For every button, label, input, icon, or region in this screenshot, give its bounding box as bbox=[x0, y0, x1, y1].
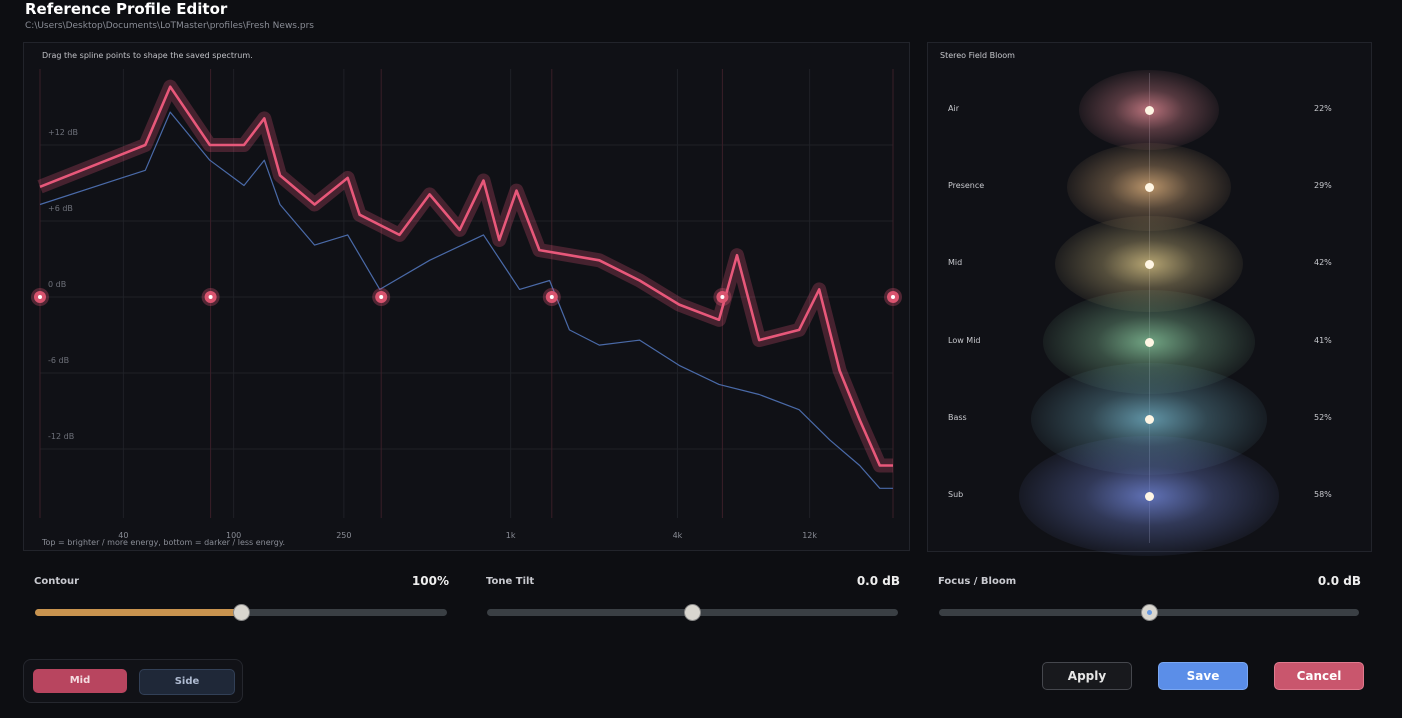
x-tick-label: 12k bbox=[802, 531, 817, 540]
x-tick-label: 4k bbox=[673, 531, 683, 540]
bloom-title: Stereo Field Bloom bbox=[940, 51, 1015, 60]
y-tick-label: 0 dB bbox=[48, 280, 66, 289]
window-title: Reference Profile Editor bbox=[25, 0, 228, 18]
apply-button[interactable]: Apply bbox=[1042, 662, 1132, 690]
x-tick-label: 40 bbox=[118, 531, 128, 540]
spline-point-dot bbox=[379, 295, 384, 299]
spectrum-editor[interactable]: Drag the spline points to shape the save… bbox=[0, 0, 920, 560]
cancel-button[interactable]: Cancel bbox=[1274, 662, 1364, 690]
spline-point[interactable] bbox=[542, 288, 561, 306]
bloom-center bbox=[1145, 183, 1154, 193]
spline-point[interactable] bbox=[201, 288, 220, 306]
bloom-band-label: Bass bbox=[948, 412, 967, 422]
spectrum-caption: Top = brighter / more energy, bottom = d… bbox=[41, 538, 285, 547]
slider-value: 0.0 dB bbox=[1317, 574, 1361, 588]
spline-point[interactable] bbox=[372, 288, 391, 306]
side-curve bbox=[39, 111, 893, 489]
bloom-band-value: 22% bbox=[1314, 104, 1332, 113]
bloom-band-label: Presence bbox=[948, 181, 985, 191]
spline-point-dot bbox=[549, 295, 554, 299]
save-button[interactable]: Save bbox=[1158, 662, 1248, 690]
bloom-band-label: Air bbox=[948, 104, 959, 113]
bloom-center bbox=[1145, 260, 1154, 270]
bloom-band-label: Mid bbox=[948, 258, 963, 268]
bloom-center bbox=[1145, 414, 1154, 424]
bloom-band-label: Low Mid bbox=[948, 335, 981, 345]
bloom-band-value: 29% bbox=[1314, 181, 1332, 191]
y-tick-label: +12 dB bbox=[48, 128, 78, 137]
bloom-band-value: 58% bbox=[1314, 490, 1332, 499]
bloom-center bbox=[1145, 106, 1154, 115]
spline-point[interactable] bbox=[884, 288, 902, 306]
bloom-band-value: 42% bbox=[1314, 258, 1332, 268]
y-tick-label: -6 dB bbox=[48, 356, 69, 365]
mode-toggle: Mid Side bbox=[23, 659, 243, 703]
bloom-panel: Stereo Field Bloom Air 22% Presence 29% Mid 4… bbox=[927, 42, 1372, 556]
bloom-band-label: Sub bbox=[948, 490, 964, 499]
spline-point-dot bbox=[38, 295, 42, 299]
slider-fill bbox=[35, 609, 241, 616]
bloom-band-value: 52% bbox=[1314, 412, 1332, 422]
x-tick-label: 1k bbox=[506, 531, 516, 540]
slider-label: Tone Tilt bbox=[486, 576, 535, 587]
spline-point-dot bbox=[891, 295, 895, 299]
bloom-center bbox=[1145, 337, 1154, 347]
x-tick-label: 100 bbox=[226, 531, 241, 540]
y-tick-label: -12 dB bbox=[48, 432, 74, 441]
bloom-center bbox=[1145, 492, 1154, 501]
mid-curve bbox=[39, 85, 893, 467]
spline-point[interactable] bbox=[713, 288, 732, 306]
slider-thumb[interactable] bbox=[684, 604, 701, 621]
slider-thumb[interactable] bbox=[1141, 604, 1158, 621]
bloom-band-value: 41% bbox=[1314, 335, 1332, 345]
slider-thumb[interactable] bbox=[233, 604, 250, 621]
slider-thumb-dot bbox=[1147, 610, 1152, 615]
spline-point-dot bbox=[208, 295, 213, 299]
mode-mid-button[interactable]: Mid bbox=[33, 669, 127, 693]
mode-side-button[interactable]: Side bbox=[139, 669, 235, 695]
x-tick-label: 250 bbox=[336, 531, 351, 540]
spectrum-hint: Drag the spline points to shape the save… bbox=[42, 51, 253, 60]
slider-label: Contour bbox=[34, 576, 80, 587]
spline-point-dot bbox=[720, 295, 725, 299]
file-path: C:\Users\Desktop\Documents\LoTMaster\pro… bbox=[25, 21, 314, 31]
slider-value: 100% bbox=[411, 574, 449, 588]
y-tick-label: +6 dB bbox=[48, 204, 73, 213]
spline-point[interactable] bbox=[31, 288, 49, 306]
slider-value: 0.0 dB bbox=[856, 574, 900, 588]
slider-label: Focus / Bloom bbox=[938, 576, 1017, 587]
